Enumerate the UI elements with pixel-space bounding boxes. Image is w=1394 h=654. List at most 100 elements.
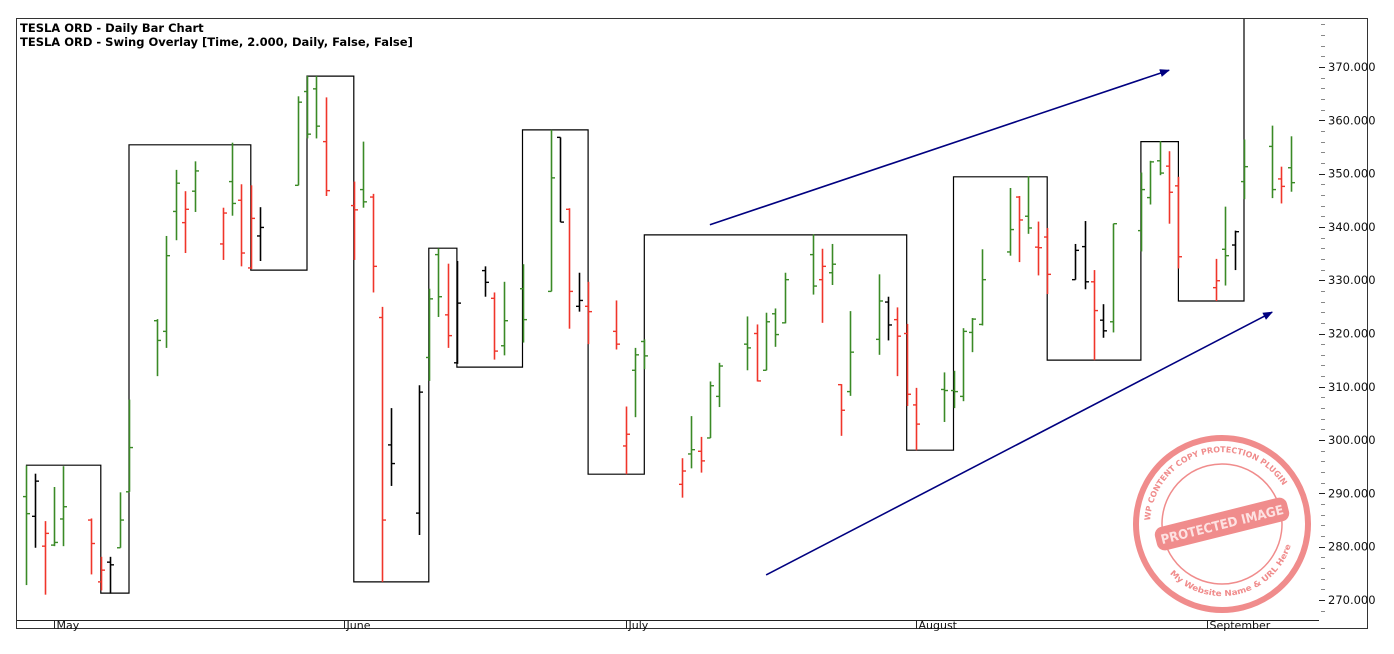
price-bar xyxy=(1241,139,1248,200)
month-label: July xyxy=(628,619,649,632)
price-bar xyxy=(323,97,330,196)
month-label: September xyxy=(1210,619,1271,632)
price-bar xyxy=(1091,270,1098,361)
trend-arrow[interactable] xyxy=(709,69,1170,226)
price-bar xyxy=(904,323,911,406)
price-bar xyxy=(51,487,58,547)
price-bar xyxy=(88,518,95,575)
price-bar xyxy=(1288,136,1295,192)
trend-arrow[interactable] xyxy=(765,311,1273,576)
price-bar xyxy=(1138,172,1145,252)
price-bar xyxy=(295,96,302,187)
price-bar xyxy=(585,281,592,345)
price-bar xyxy=(257,207,264,262)
price-bar xyxy=(707,381,714,439)
y-tick-label: 340.000 xyxy=(1328,220,1376,234)
price-bar xyxy=(1025,176,1032,234)
price-bar xyxy=(838,383,845,436)
price-bar xyxy=(163,235,170,348)
price-bar xyxy=(126,399,133,493)
price-bar xyxy=(482,266,489,297)
price-bar xyxy=(379,306,386,582)
price-bar xyxy=(416,385,423,535)
price-bar xyxy=(763,312,770,371)
price-bar xyxy=(42,521,49,595)
price-bar xyxy=(679,458,686,498)
month-label: May xyxy=(57,619,80,632)
price-bar xyxy=(248,185,255,270)
month-label: August xyxy=(919,619,958,632)
price-bar xyxy=(238,184,245,267)
price-bar xyxy=(819,248,826,323)
price-bar xyxy=(960,328,967,402)
price-bar xyxy=(894,307,901,377)
price-bar xyxy=(810,234,817,295)
price-bar xyxy=(1278,166,1285,204)
trend-arrows xyxy=(709,69,1273,576)
price-bar xyxy=(782,272,789,324)
price-bar xyxy=(951,370,958,409)
price-bar xyxy=(501,281,508,356)
price-bar xyxy=(1175,176,1182,269)
price-bar xyxy=(1222,206,1229,286)
price-bar xyxy=(173,169,180,241)
y-axis: 370.000 360.000 350.000 340.000 330.000 320.0… xyxy=(1319,24,1376,612)
price-bar xyxy=(370,193,377,293)
chart-titles: TESLA ORD - Daily Bar Chart TESLA ORD - … xyxy=(20,21,413,49)
price-bar xyxy=(388,408,395,486)
y-tick-label: 350.000 xyxy=(1328,167,1376,181)
price-bar xyxy=(304,76,311,139)
y-tick-label: 290.000 xyxy=(1328,486,1376,500)
price-bar xyxy=(847,311,854,396)
month-label: June xyxy=(346,619,371,632)
price-bar xyxy=(941,372,948,422)
price-bar xyxy=(1110,223,1117,333)
price-bar xyxy=(1007,187,1014,256)
price-bar xyxy=(632,347,639,418)
price-bars xyxy=(23,76,1295,595)
price-bar xyxy=(876,274,883,355)
x-axis: May June July August September xyxy=(17,619,1319,632)
price-bar xyxy=(313,76,320,139)
y-tick-label: 360.000 xyxy=(1328,113,1376,127)
price-bar xyxy=(613,300,620,350)
price-bar xyxy=(641,339,648,370)
price-bar xyxy=(351,181,358,260)
price-bar xyxy=(32,473,39,548)
price-bar xyxy=(566,208,573,329)
price-bar xyxy=(435,248,442,317)
y-tick-label: 280.000 xyxy=(1328,540,1376,554)
y-tick-label: 320.000 xyxy=(1328,327,1376,341)
y-tick-label: 310.000 xyxy=(1328,380,1376,394)
price-bar xyxy=(229,142,236,216)
price-bar xyxy=(754,324,761,382)
price-bar xyxy=(1232,230,1239,271)
price-bar xyxy=(557,136,564,223)
chart-frame xyxy=(16,18,1368,629)
price-bar xyxy=(154,319,161,377)
price-bar xyxy=(1072,243,1079,281)
y-tick-label: 270.000 xyxy=(1328,593,1376,607)
stamp-banner xyxy=(1154,497,1290,551)
y-tick-label: 370.000 xyxy=(1328,60,1376,74)
price-bar xyxy=(1166,151,1173,224)
y-tick-label: 300.000 xyxy=(1328,433,1376,447)
price-bar xyxy=(60,466,67,547)
price-bar xyxy=(829,243,836,285)
price-bar xyxy=(548,129,555,293)
price-bar xyxy=(772,308,779,347)
price-bar xyxy=(576,272,583,312)
price-bar xyxy=(520,264,527,343)
y-tick-label: 330.000 xyxy=(1328,273,1376,287)
price-bar xyxy=(491,292,498,360)
stamp-outer-ring xyxy=(1133,435,1311,613)
price-bar xyxy=(426,288,433,381)
price-bar xyxy=(192,161,199,212)
chart-title: TESLA ORD - Daily Bar Chart xyxy=(20,21,204,35)
price-bar xyxy=(182,191,189,254)
swing-overlay xyxy=(25,19,1245,594)
price-bar xyxy=(698,436,705,473)
price-bar xyxy=(360,141,367,208)
